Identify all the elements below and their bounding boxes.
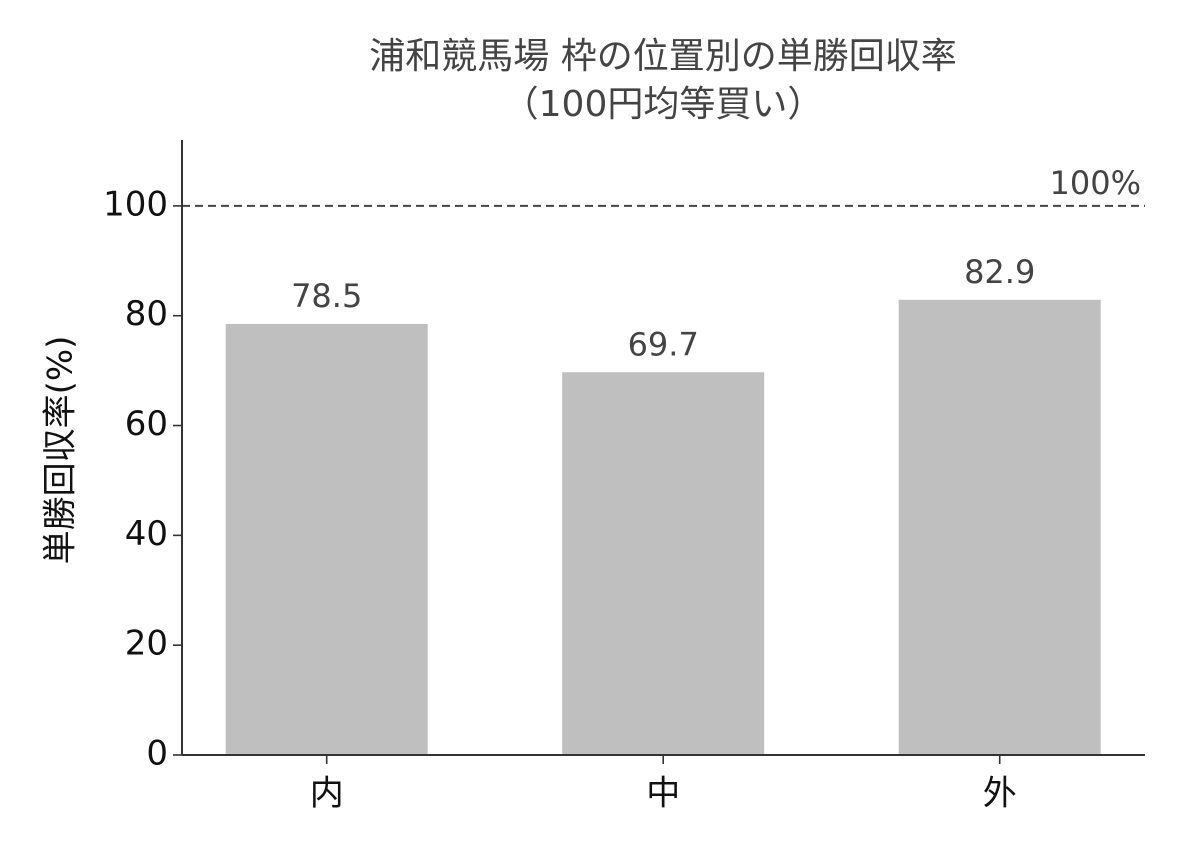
y-tick-label: 20 xyxy=(125,624,168,664)
value-label: 78.5 xyxy=(291,277,362,315)
y-tick-label: 100 xyxy=(103,184,168,224)
bar xyxy=(562,372,765,755)
reference-label: 100% xyxy=(1050,164,1141,202)
y-axis-label: 単勝回収率(%) xyxy=(41,336,81,565)
chart-title: 浦和競馬場 枠の位置別の単勝回収率 xyxy=(369,36,956,77)
x-tick-label: 外 xyxy=(983,774,1017,814)
y-tick-label: 80 xyxy=(125,294,168,334)
chart-subtitle: （100円均等買い） xyxy=(503,84,824,125)
y-tick-label: 40 xyxy=(125,514,168,554)
value-label: 69.7 xyxy=(628,325,699,363)
bar xyxy=(898,299,1101,755)
x-tick-label: 内 xyxy=(310,774,344,814)
bar xyxy=(225,323,428,755)
y-tick-label: 0 xyxy=(146,734,168,774)
value-label: 82.9 xyxy=(964,253,1035,291)
x-tick-label: 中 xyxy=(646,774,680,814)
y-tick-label: 60 xyxy=(125,404,168,444)
